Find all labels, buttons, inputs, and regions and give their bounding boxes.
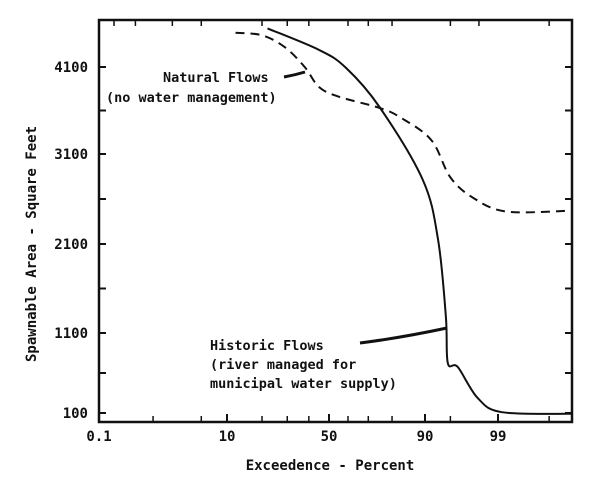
y-tick-label: 100	[63, 406, 88, 422]
x-axis-label: Exceedence - Percent	[246, 458, 415, 474]
annotation-line: (river managed for	[210, 357, 356, 373]
historic-flows-pointer	[359, 326, 448, 345]
annotation-line: (no water management)	[106, 90, 277, 106]
x-tick-label: 0.1	[86, 429, 111, 445]
plot-frame	[97, 18, 574, 424]
y-tick-label: 4100	[54, 60, 88, 76]
series-line-historic-flows	[267, 27, 573, 415]
series-line-natural-flows	[235, 31, 573, 214]
x-tick-label: 99	[490, 429, 507, 445]
y-tick-label: 3100	[54, 147, 88, 163]
annotation-line: municipal water supply)	[210, 376, 397, 392]
annotation-line: Historic Flows	[210, 338, 324, 354]
annotation-historic-flows: Historic Flows (river managed for munici…	[210, 338, 397, 392]
x-tick-label: 10	[219, 429, 236, 445]
y-tick-label: 1100	[54, 326, 88, 342]
annotation-line: Natural Flows	[163, 70, 269, 86]
x-tick-label: 50	[321, 429, 338, 445]
annotation-natural-flows: Natural Flows (no water management)	[106, 70, 277, 106]
y-tick-label: 2100	[54, 237, 88, 253]
natural-flows-pointer	[283, 70, 306, 79]
y-axis-label: Spawnable Area - Square Feet	[24, 126, 40, 362]
x-tick-label: 90	[417, 429, 434, 445]
